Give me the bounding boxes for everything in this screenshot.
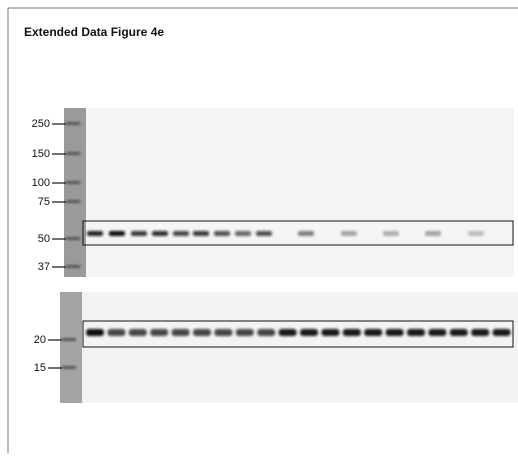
figure: Extended Data Figure 4e 250 150 100 75 50 37 2… [0, 0, 518, 453]
band [450, 329, 468, 336]
ladder-band [66, 181, 80, 184]
marker-label: 250 [32, 118, 50, 130]
ladder-top [64, 108, 86, 277]
ladder-band [66, 200, 80, 203]
marker-label: 15 [34, 362, 46, 374]
band [214, 231, 230, 236]
marker-label: 150 [32, 148, 50, 160]
band [364, 329, 382, 336]
band [321, 329, 339, 336]
band [428, 329, 446, 336]
band [129, 329, 147, 336]
band [87, 231, 103, 236]
band [86, 329, 104, 336]
band [279, 329, 297, 336]
marker-label: 37 [38, 261, 50, 273]
band [493, 329, 511, 336]
band [107, 329, 125, 336]
band [131, 231, 147, 236]
ladder-band [66, 122, 80, 125]
gel-top [86, 108, 514, 277]
band [235, 231, 251, 236]
band [172, 329, 190, 336]
band [468, 231, 484, 236]
marker-label: 20 [34, 334, 46, 346]
ladder-band [66, 152, 80, 155]
page: Extended Data Figure 4e 250 150 100 75 50 37 2… [0, 0, 518, 453]
ladder-band [66, 265, 80, 268]
marker-label: 50 [38, 233, 50, 245]
band [407, 329, 425, 336]
ladder-band [62, 366, 76, 369]
band [256, 231, 272, 236]
marker-label: 100 [32, 177, 50, 189]
band [193, 329, 211, 336]
band [471, 329, 489, 336]
band [341, 231, 357, 236]
ladder-band [66, 237, 80, 240]
band [383, 231, 399, 236]
ladder-bottom [60, 292, 82, 403]
band [298, 231, 314, 236]
band [109, 231, 125, 236]
figure-title: Extended Data Figure 4e [24, 25, 164, 39]
band [300, 329, 318, 336]
band [236, 329, 254, 336]
band [214, 329, 232, 336]
band [173, 231, 189, 236]
band [386, 329, 404, 336]
band [257, 329, 275, 336]
band [152, 231, 168, 236]
band [193, 231, 209, 236]
marker-label: 75 [38, 196, 50, 208]
band [343, 329, 361, 336]
band [150, 329, 168, 336]
band [425, 231, 441, 236]
ladder-band [62, 338, 76, 341]
